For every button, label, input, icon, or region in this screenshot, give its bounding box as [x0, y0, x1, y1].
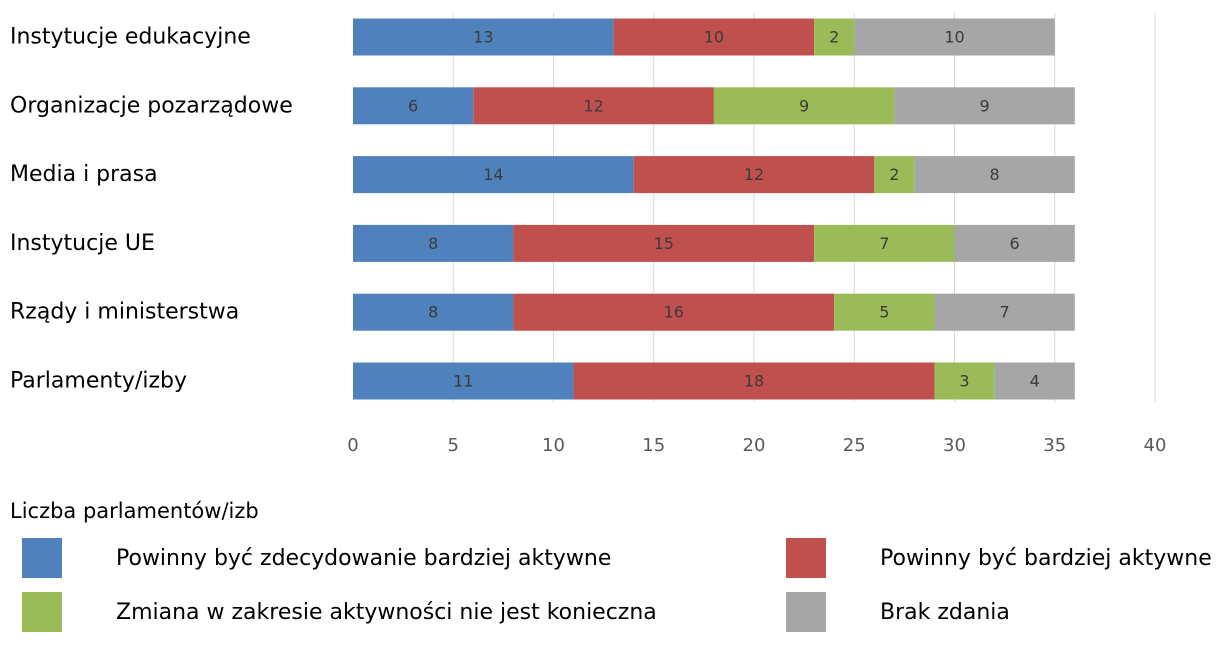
bar-segment [353, 87, 474, 125]
legend-swatch [786, 538, 826, 578]
bar-segment [353, 224, 514, 262]
data-label: 12 [583, 96, 603, 115]
x-tick-label: 35 [1043, 435, 1066, 456]
bar-segment [513, 293, 835, 331]
bar-segment [894, 87, 1075, 125]
data-label: 11 [453, 372, 473, 391]
x-tick-label: 5 [448, 435, 459, 456]
bar-segment [834, 293, 935, 331]
data-label: 18 [744, 372, 764, 391]
data-label: 10 [944, 28, 964, 47]
bar-segment [854, 18, 1055, 56]
x-tick-label: 30 [943, 435, 966, 456]
legend-item: Zmiana w zakresie aktywności nie jest ko… [22, 592, 657, 632]
x-tick-label: 0 [347, 435, 358, 456]
data-label: 4 [1030, 372, 1040, 391]
data-label: 2 [889, 165, 899, 184]
category-label: Rządy i ministerstwa [10, 300, 239, 325]
data-label: 6 [408, 96, 418, 115]
category-label: Media i prasa [10, 162, 158, 187]
legend-item: Brak zdania [786, 592, 1010, 632]
bar-segment [353, 362, 574, 400]
bar-segment [353, 293, 514, 331]
legend-item: Powinny być bardziej aktywne [786, 538, 1212, 578]
legend-label: Brak zdania [880, 599, 1010, 625]
legend-swatch [22, 538, 62, 578]
legend-swatch [786, 592, 826, 632]
x-tick-label: 40 [1144, 435, 1167, 456]
x-tick-label: 10 [542, 435, 565, 456]
legend-label: Powinny być zdecydowanie bardziej aktywn… [116, 545, 612, 571]
bar-segment [513, 224, 815, 262]
data-label: 9 [979, 96, 989, 115]
bar-segment [814, 18, 855, 56]
bar-segment [353, 156, 634, 194]
bar-segment [914, 156, 1075, 194]
bar-segment [713, 87, 895, 125]
data-label: 5 [879, 303, 889, 322]
bar-segment [994, 362, 1075, 400]
data-label: 6 [1010, 234, 1020, 253]
legend-item: Powinny być zdecydowanie bardziej aktywn… [22, 538, 611, 578]
data-label: 2 [829, 28, 839, 47]
x-axis-title: Liczba parlamentów/izb [10, 499, 259, 523]
bar-segment [814, 224, 955, 262]
data-label: 8 [428, 303, 438, 322]
x-tick-label: 20 [743, 435, 766, 456]
bar-segment [573, 362, 935, 400]
data-label: 8 [990, 165, 1000, 184]
x-tick-label: 15 [642, 435, 665, 456]
legend-label: Zmiana w zakresie aktywności nie jest ko… [116, 599, 657, 625]
bar-segment [934, 362, 995, 400]
category-label: Organizacje pozarządowe [10, 93, 293, 118]
x-tick-label: 25 [843, 435, 866, 456]
data-label: 3 [959, 372, 969, 391]
data-label: 14 [483, 165, 503, 184]
data-label: 16 [664, 303, 684, 322]
bar-segment [874, 156, 915, 194]
category-label: Instytucje UE [10, 231, 155, 256]
bar-segment [934, 293, 1075, 331]
bar-segment [633, 156, 875, 194]
bar-segment [473, 87, 714, 125]
bar-segment [954, 224, 1075, 262]
legend-swatch [22, 592, 62, 632]
data-label: 10 [704, 28, 724, 47]
data-label: 7 [1000, 303, 1010, 322]
bar-segment [613, 18, 815, 56]
data-label: 13 [473, 28, 493, 47]
data-label: 12 [744, 165, 764, 184]
data-label: 9 [799, 96, 809, 115]
data-label: 8 [428, 234, 438, 253]
data-label: 15 [654, 234, 674, 253]
data-label: 7 [879, 234, 889, 253]
bar-segment [353, 18, 614, 56]
category-label: Parlamenty/izby [10, 369, 187, 394]
legend-label: Powinny być bardziej aktywne [880, 545, 1212, 571]
category-label: Instytucje edukacyjne [10, 25, 251, 50]
